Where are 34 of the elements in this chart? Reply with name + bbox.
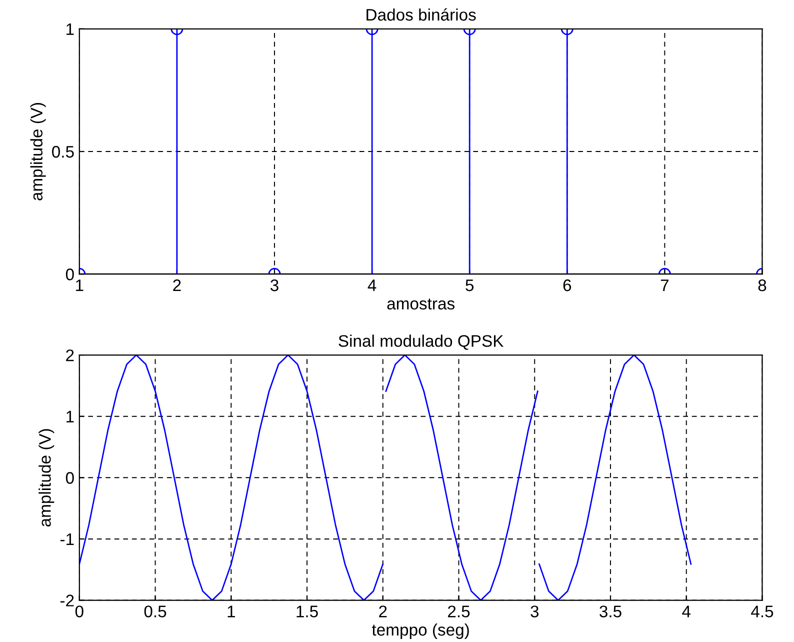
x-tick-label: 4 [682,606,691,618]
chart-title: Sinal modulado QPSK [338,334,504,350]
x-tick-label: 1.5 [296,606,318,618]
x-tick-label: 2.5 [448,606,470,618]
x-tick-label: 6 [563,279,572,292]
y-tick-label: -2 [60,594,74,606]
x-axis-title: amostras [387,298,454,310]
y-tick-label: 0 [66,472,74,484]
y-tick-label: 1 [66,23,74,35]
x-tick-label: 3.5 [600,606,622,618]
chart-title: Dados binários [366,8,476,21]
line-series [538,355,692,600]
x-tick-label: 4 [368,280,376,292]
y-axis-title: amplitude (V) [30,102,46,200]
y-tick-label: 0 [66,268,74,280]
y-tick-label: 2 [66,349,74,362]
y-tick-label: -1 [60,534,74,545]
x-tick-label: 3 [270,279,278,292]
x-tick-label: 3 [530,606,539,618]
y-tick-label: 0.5 [52,146,74,158]
x-tick-label: 1 [228,606,235,618]
x-tick-label: 4.5 [751,606,774,618]
x-tick-label: 0 [75,606,84,618]
x-axis-title: temppo (seg) [372,623,469,639]
x-tick-label: 2 [173,279,181,292]
x-tick-label: 1 [76,280,84,292]
x-tick-label: 0.5 [144,606,166,618]
y-tick-label: 1 [66,410,74,422]
x-tick-label: 5 [466,280,474,292]
y-axis-title: amplitude (V) [38,429,54,526]
x-tick-label: 2 [379,606,387,618]
line-series [385,355,538,600]
x-tick-label: 7 [660,280,668,292]
x-tick-label: 8 [758,279,766,292]
